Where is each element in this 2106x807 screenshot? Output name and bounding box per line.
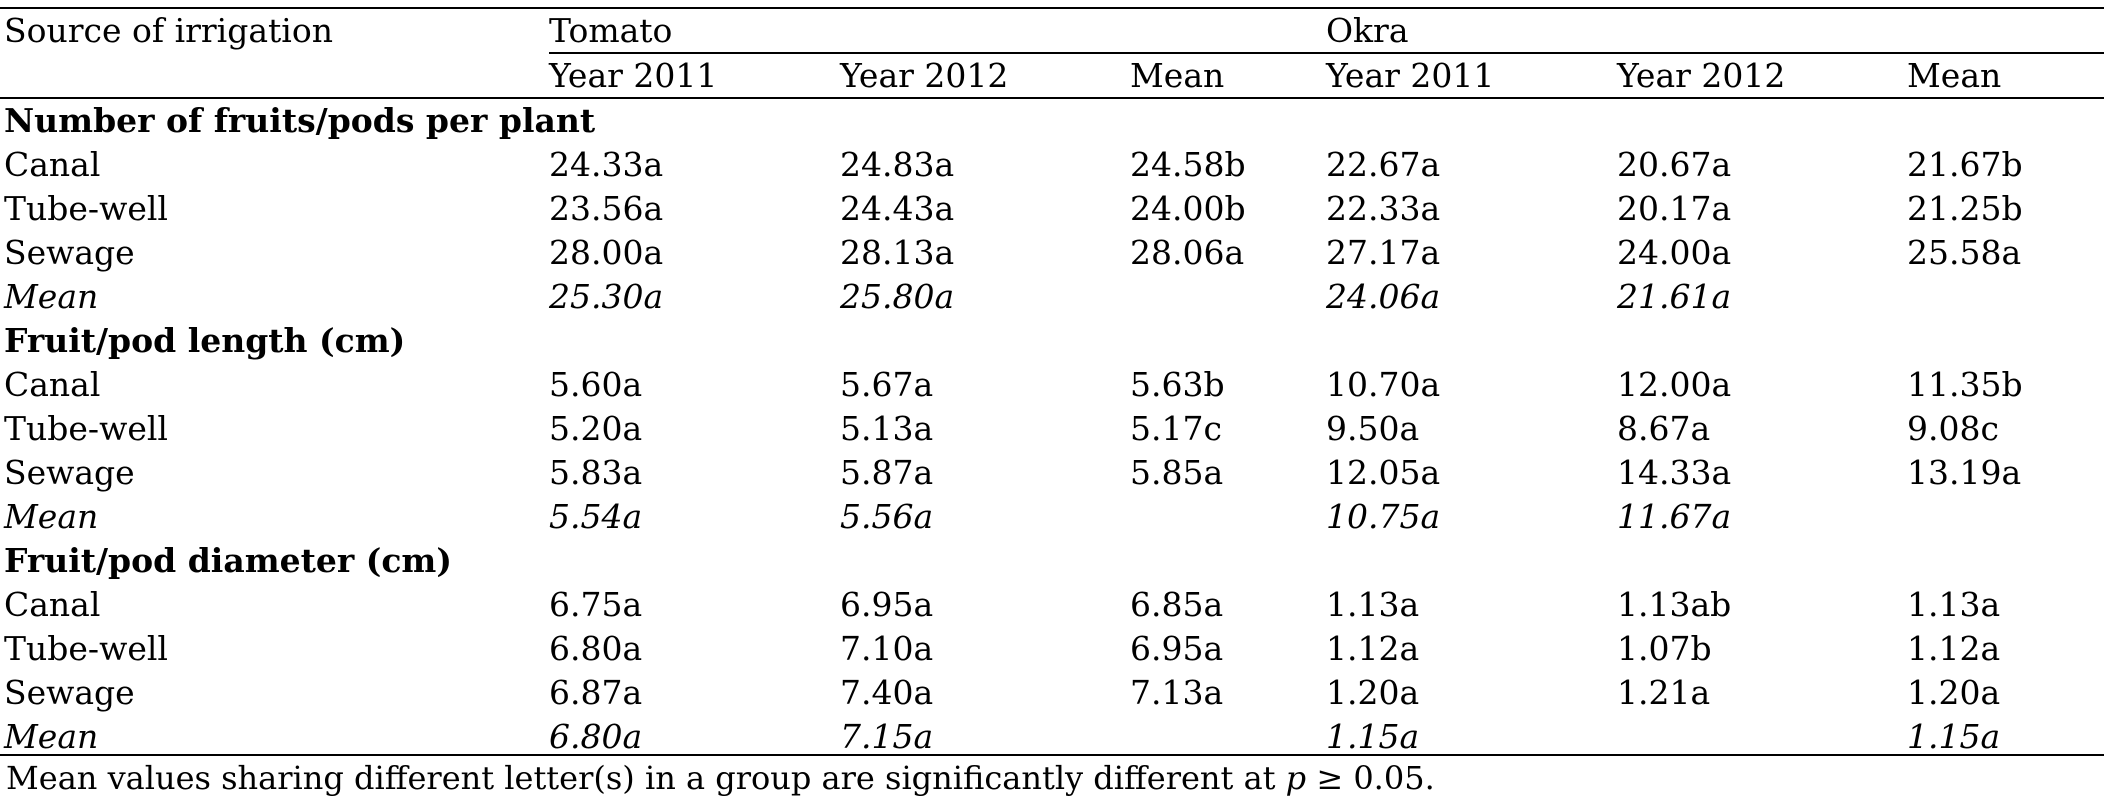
table-cell: 1.12a xyxy=(1326,629,1420,668)
table-cell: 1.13a xyxy=(1907,585,2001,624)
table-cell: 5.87a xyxy=(840,453,934,492)
crop-group-rule xyxy=(549,52,2104,54)
table-cell: 25.30a xyxy=(549,277,664,316)
table-cell: 11.35b xyxy=(1907,365,2023,404)
table-cell: 1.15a xyxy=(1907,717,2001,756)
table-cell: 6.85a xyxy=(1130,585,1224,624)
table-cell: 6.75a xyxy=(549,585,643,624)
table-cell: 5.13a xyxy=(840,409,934,448)
footnote-text: Mean values sharing different letter(s) … xyxy=(6,759,1286,797)
table-cell: 5.60a xyxy=(549,365,643,404)
table-cell: 24.00b xyxy=(1130,189,1246,228)
table-cell: 7.40a xyxy=(840,673,934,712)
table-cell: 22.33a xyxy=(1326,189,1441,228)
row-label: Sewage xyxy=(4,673,135,712)
table-cell: 28.13a xyxy=(840,233,955,272)
table-cell: 24.00a xyxy=(1617,233,1732,272)
column-header-okra-2011: Year 2011 xyxy=(1326,56,1495,95)
header-bottom-rule xyxy=(0,97,2104,99)
table-cell: 1.13ab xyxy=(1617,585,1732,624)
table-cell: 5.17c xyxy=(1130,409,1222,448)
table-cell: 22.67a xyxy=(1326,145,1441,184)
table-cell: 7.15a xyxy=(840,717,934,756)
footnote-p-variable: p xyxy=(1285,759,1307,797)
table-cell: 24.33a xyxy=(549,145,664,184)
tomato-header: Tomato xyxy=(549,11,673,50)
table-cell: 6.80a xyxy=(549,629,643,668)
table-cell: 28.00a xyxy=(549,233,664,272)
section-title: Fruit/pod diameter (cm) xyxy=(4,541,452,580)
table-cell: 1.13a xyxy=(1326,585,1420,624)
column-header-tomato-2011: Year 2011 xyxy=(549,56,718,95)
okra-header: Okra xyxy=(1326,11,1409,50)
table-cell: 12.00a xyxy=(1617,365,1732,404)
section-title: Fruit/pod length (cm) xyxy=(4,321,406,360)
table-cell: 10.70a xyxy=(1326,365,1441,404)
source-of-irrigation-header: Source of irrigation xyxy=(4,11,333,50)
table-cell: 9.08c xyxy=(1907,409,1999,448)
table-cell: 9.50a xyxy=(1326,409,1420,448)
table-cell: 7.13a xyxy=(1130,673,1224,712)
table-cell: 1.20a xyxy=(1326,673,1420,712)
table-cell: 24.06a xyxy=(1326,277,1441,316)
table-cell: 1.20a xyxy=(1907,673,2001,712)
table-cell: 12.05a xyxy=(1326,453,1441,492)
row-label: Tube-well xyxy=(4,189,168,228)
row-label: Canal xyxy=(4,145,101,184)
table-cell: 6.87a xyxy=(549,673,643,712)
table-footnote: Mean values sharing different letter(s) … xyxy=(6,756,1435,800)
table-cell: 5.56a xyxy=(840,497,934,536)
table-cell: 1.12a xyxy=(1907,629,2001,668)
table-cell: 21.67b xyxy=(1907,145,2023,184)
table-cell: 7.10a xyxy=(840,629,934,668)
column-header-tomato-2012: Year 2012 xyxy=(840,56,1009,95)
table-bottom-rule xyxy=(0,754,2104,756)
row-label: Canal xyxy=(4,585,101,624)
table-cell: 14.33a xyxy=(1617,453,1732,492)
table-cell: 5.20a xyxy=(549,409,643,448)
row-label: Canal xyxy=(4,365,101,404)
table-cell: 10.75a xyxy=(1326,497,1441,536)
table-cell: 5.67a xyxy=(840,365,934,404)
table-cell: 25.80a xyxy=(840,277,955,316)
table-cell: 1.15a xyxy=(1326,717,1420,756)
row-label: Sewage xyxy=(4,233,135,272)
table-cell: 20.17a xyxy=(1617,189,1732,228)
table-cell: 1.21a xyxy=(1617,673,1711,712)
column-header-okra-mean: Mean xyxy=(1907,56,2002,95)
table-cell: 28.06a xyxy=(1130,233,1245,272)
row-label: Tube-well xyxy=(4,409,168,448)
footnote-threshold: ≥ 0.05. xyxy=(1306,759,1435,797)
row-label: Sewage xyxy=(4,453,135,492)
table-cell: 6.80a xyxy=(549,717,643,756)
table-cell: 5.54a xyxy=(549,497,643,536)
top-rule xyxy=(0,7,2104,9)
row-label: Tube-well xyxy=(4,629,168,668)
table-cell: 23.56a xyxy=(549,189,664,228)
table-cell: 24.43a xyxy=(840,189,955,228)
table-cell: 24.83a xyxy=(840,145,955,184)
row-label: Mean xyxy=(4,717,99,756)
table-cell: 1.07b xyxy=(1617,629,1712,668)
table-cell: 11.67a xyxy=(1617,497,1732,536)
section-title: Number of fruits/pods per plant xyxy=(4,101,596,140)
table-cell: 21.61a xyxy=(1617,277,1732,316)
table-cell: 6.95a xyxy=(840,585,934,624)
table-cell: 21.25b xyxy=(1907,189,2023,228)
table-cell: 25.58a xyxy=(1907,233,2022,272)
table-cell: 6.95a xyxy=(1130,629,1224,668)
table-cell: 5.83a xyxy=(549,453,643,492)
column-header-okra-2012: Year 2012 xyxy=(1617,56,1786,95)
table-cell: 27.17a xyxy=(1326,233,1441,272)
table-cell: 24.58b xyxy=(1130,145,1246,184)
row-label: Mean xyxy=(4,277,99,316)
table-cell: 20.67a xyxy=(1617,145,1732,184)
table-cell: 13.19a xyxy=(1907,453,2022,492)
table-cell: 8.67a xyxy=(1617,409,1711,448)
column-header-tomato-mean: Mean xyxy=(1130,56,1225,95)
table-cell: 5.63b xyxy=(1130,365,1225,404)
table-cell: 5.85a xyxy=(1130,453,1224,492)
row-label: Mean xyxy=(4,497,99,536)
